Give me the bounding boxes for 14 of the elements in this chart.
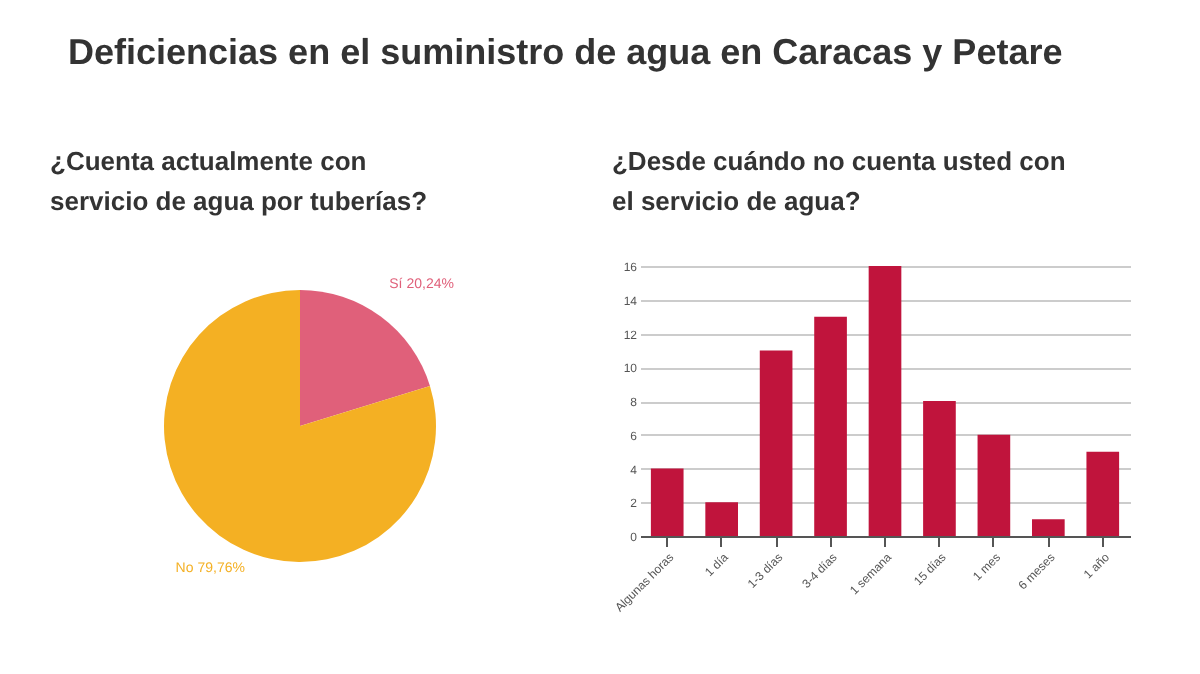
bar: [977, 434, 1011, 536]
bar: [1032, 519, 1065, 536]
bar: [1086, 451, 1120, 536]
bar: [814, 316, 847, 536]
pie-slice: [164, 290, 436, 562]
pie-slice: [300, 290, 430, 426]
bar: [868, 266, 902, 536]
text: Deficiencias en el suministro de agua en Caracas y Petare: [68, 32, 1063, 74]
bar: [705, 502, 738, 536]
chart-subtitle: ¿Cuenta actualmente con servicio de agua por tuberías?: [50, 146, 428, 216]
bar: [650, 468, 684, 536]
bar: [759, 350, 793, 536]
bar: [923, 401, 956, 536]
chart-title: ¿Desde cuándo no cuenta usted con el servicio de agua?: [611, 146, 1066, 216]
